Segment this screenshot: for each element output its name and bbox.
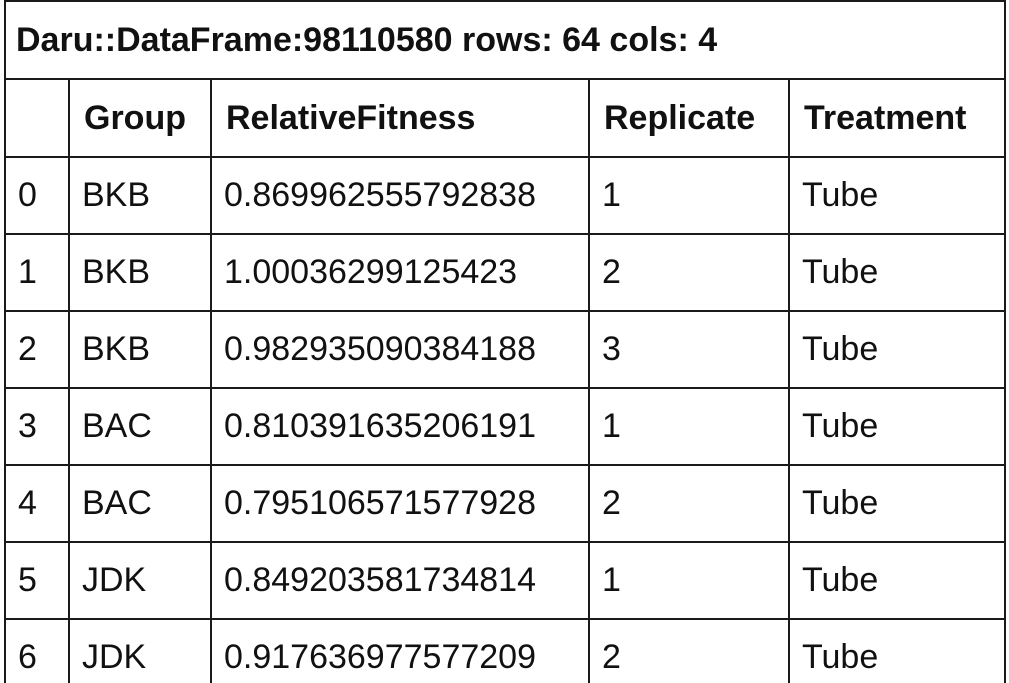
table-row: 4 BAC 0.795106571577928 2 Tube (4, 464, 1006, 543)
header-row: Group RelativeFitness Replicate Treatmen… (4, 78, 1006, 158)
row-index-cell: 1 (4, 233, 70, 312)
treatment-cell: Tube (788, 541, 1006, 620)
replicate-cell: 1 (588, 541, 790, 620)
group-cell: BKB (68, 310, 212, 389)
row-index-cell: 0 (4, 156, 70, 235)
row-index-cell: 6 (4, 618, 70, 683)
treatment-cell: Tube (788, 156, 1006, 235)
group-header: Group (68, 78, 212, 158)
caption-row: Daru::DataFrame:98110580 rows: 64 cols: … (4, 0, 1006, 80)
treatment-cell: Tube (788, 464, 1006, 543)
replicate-header: Replicate (588, 78, 790, 158)
treatment-cell: Tube (788, 387, 1006, 466)
replicate-cell: 2 (588, 464, 790, 543)
group-cell: JDK (68, 618, 212, 683)
relative-fitness-cell: 1.00036299125423 (210, 233, 590, 312)
treatment-cell: Tube (788, 310, 1006, 389)
row-index-cell: 2 (4, 310, 70, 389)
table-row: 0 BKB 0.869962555792838 1 Tube (4, 156, 1006, 235)
row-index-cell: 4 (4, 464, 70, 543)
row-index-cell: 5 (4, 541, 70, 620)
replicate-cell: 3 (588, 310, 790, 389)
row-index-cell: 3 (4, 387, 70, 466)
treatment-cell: Tube (788, 233, 1006, 312)
dataframe-caption: Daru::DataFrame:98110580 rows: 64 cols: … (4, 0, 1006, 80)
replicate-cell: 1 (588, 156, 790, 235)
table-row: 5 JDK 0.849203581734814 1 Tube (4, 541, 1006, 620)
table-row: 1 BKB 1.00036299125423 2 Tube (4, 233, 1006, 312)
treatment-cell: Tube (788, 618, 1006, 683)
relative-fitness-cell: 0.849203581734814 (210, 541, 590, 620)
index-header (4, 78, 70, 158)
dataframe-table: Daru::DataFrame:98110580 rows: 64 cols: … (4, 0, 1006, 683)
table-row: 2 BKB 0.982935090384188 3 Tube (4, 310, 1006, 389)
replicate-cell: 2 (588, 618, 790, 683)
replicate-cell: 2 (588, 233, 790, 312)
relative-fitness-cell: 0.917636977577209 (210, 618, 590, 683)
table-row: 6 JDK 0.917636977577209 2 Tube (4, 618, 1006, 683)
group-cell: BAC (68, 387, 212, 466)
treatment-header: Treatment (788, 78, 1006, 158)
relative-fitness-header: RelativeFitness (210, 78, 590, 158)
table-row: 3 BAC 0.810391635206191 1 Tube (4, 387, 1006, 466)
relative-fitness-cell: 0.795106571577928 (210, 464, 590, 543)
relative-fitness-cell: 0.982935090384188 (210, 310, 590, 389)
relative-fitness-cell: 0.810391635206191 (210, 387, 590, 466)
group-cell: BAC (68, 464, 212, 543)
group-cell: BKB (68, 233, 212, 312)
relative-fitness-cell: 0.869962555792838 (210, 156, 590, 235)
group-cell: JDK (68, 541, 212, 620)
group-cell: BKB (68, 156, 212, 235)
replicate-cell: 1 (588, 387, 790, 466)
